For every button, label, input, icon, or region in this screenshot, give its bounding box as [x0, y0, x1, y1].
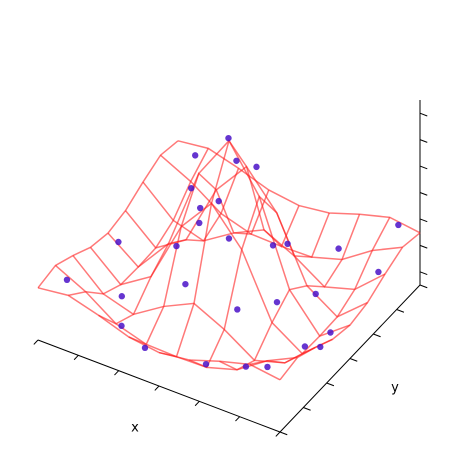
- wireframe-column: [279, 232, 421, 381]
- scatter-point: [215, 197, 222, 205]
- scatter-point: [312, 290, 319, 298]
- scatter-point: [234, 306, 241, 313]
- x-tick: [154, 385, 160, 391]
- y-tick: [396, 309, 405, 313]
- y-tick: [349, 358, 358, 362]
- scatter-point: [118, 293, 126, 300]
- z-tick: [419, 218, 428, 223]
- scatter-point: [115, 238, 122, 246]
- scatter-point: [118, 322, 125, 330]
- scatter-point: [253, 163, 260, 171]
- z-tick: [419, 192, 428, 196]
- scatter-point: [317, 343, 324, 351]
- scatter-point: [141, 344, 149, 352]
- x-tick: [275, 431, 281, 437]
- wireframe-column: [188, 195, 330, 369]
- scatter-point: [173, 242, 180, 250]
- z-tick: [419, 165, 428, 170]
- wireframe-row: [124, 165, 368, 318]
- x-axis-label: x: [131, 421, 139, 436]
- x-tick: [194, 400, 200, 407]
- y-tick: [373, 333, 381, 338]
- x-tick: [33, 339, 39, 345]
- scatter-point: [335, 245, 342, 252]
- scatter-point: [188, 184, 195, 192]
- wireframe-column: [128, 172, 270, 346]
- scatter-point: [284, 240, 291, 248]
- scatter-point: [202, 360, 210, 368]
- scatter-point: [182, 280, 189, 288]
- z-tick: [419, 244, 428, 249]
- z-tick: [419, 271, 428, 276]
- wireframe-column: [249, 216, 391, 366]
- scatter-point: [197, 204, 204, 212]
- wireframe-row: [55, 264, 298, 371]
- scatter-point: [269, 242, 277, 249]
- scatter-point: [264, 363, 271, 371]
- scatter-point: [395, 221, 402, 229]
- scatter-point: [233, 157, 240, 164]
- scatter-point: [327, 329, 334, 336]
- wireframe-column: [68, 147, 209, 297]
- y-tick: [419, 284, 428, 289]
- x-tick: [235, 416, 241, 422]
- wireframe-row: [177, 140, 421, 234]
- scatter-point: [196, 219, 203, 227]
- x-tick: [114, 370, 120, 376]
- scatter-point: [192, 152, 199, 159]
- scatter-point: [225, 134, 232, 142]
- y-axis-label: y: [391, 381, 399, 396]
- z-tick: [419, 112, 428, 117]
- scatter-point: [375, 268, 382, 276]
- z-tick: [419, 139, 428, 143]
- wireframe-column: [98, 168, 240, 325]
- scatter-point: [242, 363, 250, 370]
- scatter-point: [225, 235, 233, 242]
- scatter-point: [273, 298, 281, 306]
- y-tick: [303, 407, 311, 411]
- y-tick: [326, 382, 335, 387]
- scatter-point: [63, 276, 71, 284]
- x-tick: [73, 354, 79, 361]
- scatter-point: [301, 343, 309, 350]
- wireframe-column: [37, 140, 179, 289]
- y-tick: [279, 431, 288, 436]
